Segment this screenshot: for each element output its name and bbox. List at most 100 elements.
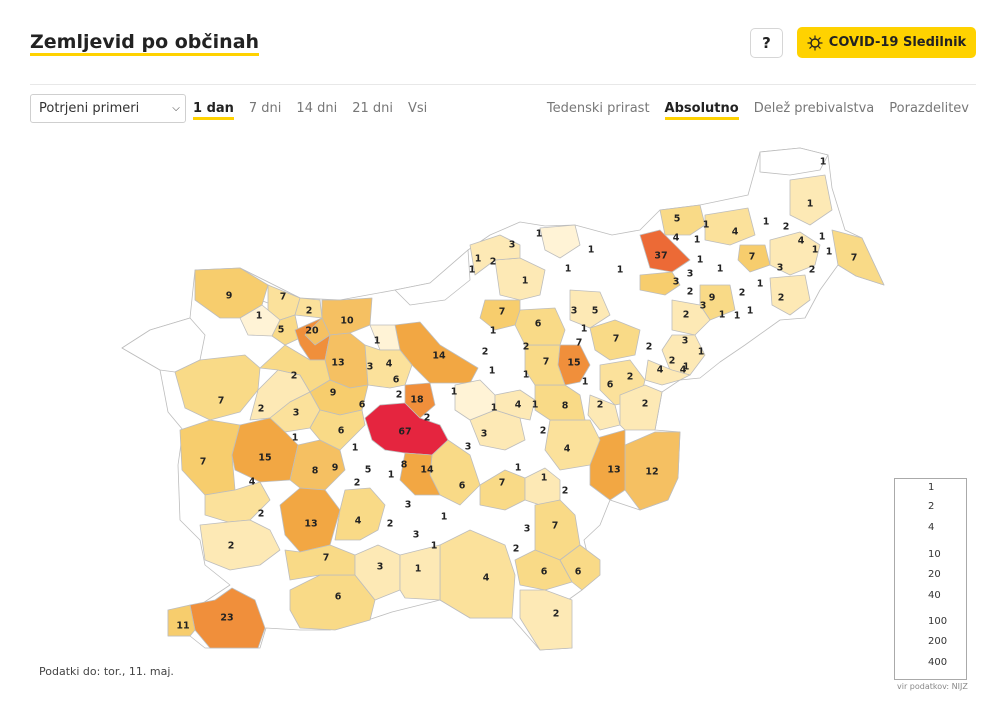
municipality-count-label: 6 [338,426,345,437]
region-maribor [639,229,691,273]
municipality-count-label: 2 [306,306,313,317]
tab-7-dni[interactable]: 7 dni [248,101,282,116]
municipality-count-label: 7 [543,357,550,368]
municipality-count-label: 15 [567,358,580,369]
municipality-count-label: 8 [312,466,319,477]
municipality-count-label: 5 [592,306,599,317]
municipality-count-label: 6 [575,567,582,578]
municipality-count-label: 3 [413,530,420,541]
municipality-count-label: 10 [340,316,354,327]
municipality-count-label: 4 [355,516,362,527]
municipality-count-label: 1 [717,264,724,275]
municipality-count-label: 67 [398,427,411,438]
municipality-count-label: 7 [499,307,506,318]
municipality-count-label: 1 [490,326,497,337]
municipality-count-label: 3 [465,442,472,453]
municipality-count-label: 7 [499,478,506,489]
municipality-count-label: 2 [523,342,530,353]
help-button[interactable]: ? [750,28,783,58]
header-divider [30,84,976,85]
municipality-count-label: 1 [683,362,690,373]
municipality-count-label: 1 [757,279,764,290]
municipality-count-label: 37 [654,251,667,262]
municipality-count-label: 3 [509,240,516,251]
municipality-count-label: 1 [747,306,754,317]
municipality-count-label: 4 [657,365,664,376]
municipality-count-label: 2 [540,426,547,437]
municipality-count-label: 2 [739,288,746,299]
tab-vsi[interactable]: Vsi [407,101,428,116]
tab-1-dan[interactable]: 1 dan [193,100,234,120]
tab-14-dni[interactable]: 14 dni [296,101,338,116]
municipality-count-label: 7 [749,252,756,263]
municipality-count-label: 2 [513,544,520,555]
region-sevnica [544,419,601,471]
municipality-count-label: 1 [734,311,741,322]
municipality-count-label: 3 [405,500,412,511]
municipality-count-label: 1 [523,370,530,381]
municipality-count-label: 2 [258,404,265,415]
municipality-count-label: 2 [597,400,604,411]
region-domzale [404,382,436,419]
tab-tedenski-prirast[interactable]: Tedenski prirast [546,101,650,116]
municipality-count-label: 2 [424,413,431,424]
tab-absolutno[interactable]: Absolutno [664,100,739,120]
municipality-count-label: 3 [377,562,384,573]
region-kanal [304,317,331,346]
municipality-count-label: 2 [354,478,361,489]
data-source-note: vir podatkov: NIJZ [897,682,968,691]
municipality-count-label: 7 [218,396,225,407]
region-vrhnika [309,409,366,451]
municipality-count-label: 2 [687,287,694,298]
municipality-count-label: 7 [323,553,330,564]
municipality-count-label: 13 [304,519,317,530]
municipality-count-label: 9 [226,291,233,302]
municipality-count-label: 2 [646,342,653,353]
legend-label: 20 [928,569,941,580]
municipality-count-label: 1 [698,347,705,358]
page-title: Zemljevid po občinah [30,32,260,56]
municipality-count-label: 5 [278,325,285,336]
region-ljutomer [737,244,771,273]
municipality-count-label: 1 [431,541,438,552]
metric-select[interactable]: Potrjeni primeri ⌵ [30,94,186,123]
municipality-count-label: 7 [552,521,559,532]
municipality-count-label: 1 [588,245,595,256]
region-nova-gorica [179,419,241,496]
municipality-count-label: 2 [642,399,649,410]
municipality-count-label: 3 [682,336,689,347]
region-ptuj-area [639,271,681,296]
covid-tracker-button[interactable]: COVID-19 Sledilnik [797,27,976,58]
tab-delez-prebivalstva[interactable]: Delež prebivalstva [753,101,875,116]
municipality-count-label: 1 [515,463,522,474]
region-krsko [589,429,626,501]
region-ne-white [759,147,829,176]
municipality-count-label: 6 [459,481,466,492]
municipality-count-label: 1 [292,433,299,444]
municipality-count-label: 3 [687,269,694,280]
municipality-count-label: 13 [607,465,620,476]
municipality-count-label: 3 [293,408,300,419]
municipality-count-label: 4 [249,477,256,488]
region-dravograd [469,234,521,276]
municipality-count-label: 3 [673,277,680,288]
region-sezana [199,519,281,571]
tab-porazdelitev[interactable]: Porazdelitev [889,101,969,116]
municipality-count-label: 7 [576,338,583,349]
municipality-count-label: 2 [783,222,790,233]
tab-21-dni[interactable]: 21 dni [352,101,393,116]
region-n-white [394,249,471,306]
virus-icon [807,35,823,50]
region-slovenska-bistrica [589,319,641,361]
legend-label: 1 [928,482,935,493]
region-ormoz [769,274,811,316]
municipality-count-label: 23 [220,613,233,624]
municipality-count-label: 6 [393,375,400,386]
municipality-count-label: 3 [481,429,488,440]
region-koper [189,587,266,649]
legend-label: 4 [928,522,935,533]
region-radlje [539,224,581,259]
municipality-count-label: 9 [332,463,339,474]
municipality-count-label: 6 [335,592,342,603]
